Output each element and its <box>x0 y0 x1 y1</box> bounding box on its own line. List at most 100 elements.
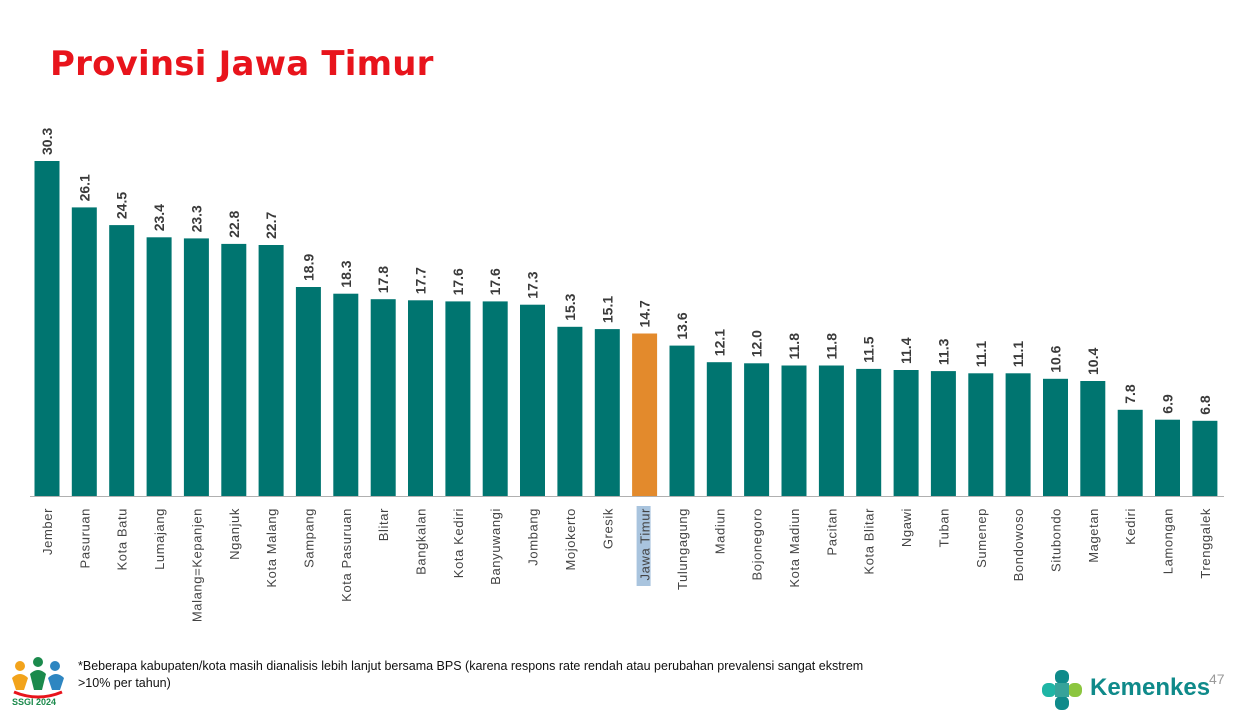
category-label: Situbondo <box>1049 508 1064 572</box>
category-label: Kediri <box>1123 508 1138 545</box>
category-label: Kota Batu <box>115 508 130 571</box>
category-label: Sampang <box>301 508 316 568</box>
bar-lamongan <box>1155 419 1180 496</box>
category-label: Banyuwangi <box>488 508 503 585</box>
page-title: Provinsi Jawa Timur <box>50 44 434 84</box>
value-label: 23.3 <box>188 205 204 232</box>
category-label: Kota Pasuruan <box>339 508 354 602</box>
bar-bondowoso <box>1005 373 1031 496</box>
value-label: 11.5 <box>861 336 877 363</box>
value-label: 17.8 <box>375 266 391 293</box>
value-label: 15.1 <box>599 296 615 323</box>
category-label: Jawa Timur <box>638 508 653 581</box>
bar-sumenep <box>968 373 994 496</box>
bar-jember <box>34 161 60 496</box>
category-label: Tulungagung <box>675 508 690 590</box>
category-label: Magetan <box>1086 508 1101 563</box>
bar-banyuwangi <box>482 301 508 496</box>
highlight-label-background <box>636 506 651 586</box>
category-label: Kota Blitar <box>862 508 877 575</box>
value-label: 17.3 <box>525 271 541 298</box>
bar-gresik <box>594 329 620 496</box>
bar-kota-malang <box>258 245 284 496</box>
category-label: Gresik <box>600 508 615 549</box>
value-label: 11.4 <box>898 337 914 364</box>
page-number: 47 <box>1209 671 1225 687</box>
bar-blitar <box>370 299 396 496</box>
value-label: 11.1 <box>973 341 989 368</box>
bar-mojokerto <box>557 326 583 496</box>
category-label: Sumenep <box>974 508 989 568</box>
footnote-line-1: *Beberapa kabupaten/kota masih dianalisi… <box>78 659 864 673</box>
category-label: Pasuruan <box>77 508 92 568</box>
bar-pasuruan <box>71 207 97 496</box>
bar-malang-kepanjen <box>183 238 209 496</box>
value-label: 15.3 <box>562 293 578 320</box>
category-label: Lumajang <box>152 508 167 570</box>
bar-tulungagung <box>669 345 695 496</box>
value-label: 13.6 <box>674 312 690 339</box>
bar-kediri <box>1117 409 1143 496</box>
value-label: 11.8 <box>786 333 802 360</box>
category-label: Malang=Kepanjen <box>189 508 204 622</box>
value-label: 26.1 <box>76 174 92 201</box>
value-label: 11.1 <box>1010 341 1026 368</box>
value-label: 6.9 <box>1160 394 1176 414</box>
value-label: 6.8 <box>1197 395 1213 415</box>
bar-tuban <box>930 371 956 496</box>
value-label: 12.0 <box>749 330 765 357</box>
ssgi-logo-text: SSGI 2024 <box>12 697 57 707</box>
category-label: Pacitan <box>824 508 839 556</box>
category-label: Tuban <box>936 508 951 547</box>
footnote: *Beberapa kabupaten/kota masih dianalisi… <box>78 658 978 692</box>
value-label: 17.7 <box>413 267 429 294</box>
value-label: 18.3 <box>338 260 354 287</box>
bar-lumajang <box>146 237 172 497</box>
bar-pacitan <box>818 365 844 496</box>
value-label: 30.3 <box>39 128 55 155</box>
bar-sampang <box>295 287 321 496</box>
bar-nganjuk <box>221 243 247 496</box>
bar-kota-madiun <box>781 365 807 496</box>
category-label: Bangkalan <box>414 508 429 575</box>
category-label: Lamongan <box>1161 508 1176 574</box>
category-label: Bondowoso <box>1011 508 1026 581</box>
bar-kota-batu <box>109 225 135 496</box>
category-label: Nganjuk <box>227 508 242 560</box>
category-label: Jember <box>40 508 55 555</box>
bar-magetan <box>1080 381 1106 496</box>
category-label: Ngawi <box>899 508 914 547</box>
value-label: 11.8 <box>823 333 839 360</box>
category-label: Madiun <box>712 508 727 554</box>
category-label: Bojonegoro <box>750 508 765 581</box>
bar-kota-kediri <box>445 301 471 496</box>
kemenkes-cross-icon <box>1042 670 1082 710</box>
bar-ngawi <box>893 370 919 496</box>
bar-bangkalan <box>408 300 433 496</box>
value-label: 14.7 <box>637 300 653 327</box>
category-label: Mojokerto <box>563 508 578 570</box>
value-label: 12.1 <box>711 329 727 356</box>
category-label: Trenggalek <box>1198 508 1213 579</box>
value-label: 22.7 <box>263 212 279 239</box>
bar-madiun <box>706 362 732 496</box>
category-label: Kota Malang <box>264 508 279 588</box>
footnote-line-2: >10% per tahun) <box>78 676 171 690</box>
bar-trenggalek <box>1192 420 1218 496</box>
bar-kota-blitar <box>856 368 882 496</box>
value-label: 11.3 <box>935 338 951 365</box>
category-label: Blitar <box>376 508 391 541</box>
value-label: 10.6 <box>1048 345 1064 372</box>
value-label: 17.6 <box>450 268 466 295</box>
value-label: 18.9 <box>300 254 316 281</box>
bar-situbondo <box>1043 378 1068 496</box>
value-label: 24.5 <box>114 192 130 219</box>
bar-jombang <box>520 304 545 496</box>
value-label: 7.8 <box>1122 384 1138 404</box>
value-label: 22.8 <box>226 210 242 237</box>
value-label: 17.6 <box>487 268 503 295</box>
value-label: 23.4 <box>151 204 167 231</box>
category-label: Kota Madiun <box>787 508 802 588</box>
ssgi-family-icon <box>12 657 64 699</box>
bar-bojonegoro <box>744 363 770 496</box>
